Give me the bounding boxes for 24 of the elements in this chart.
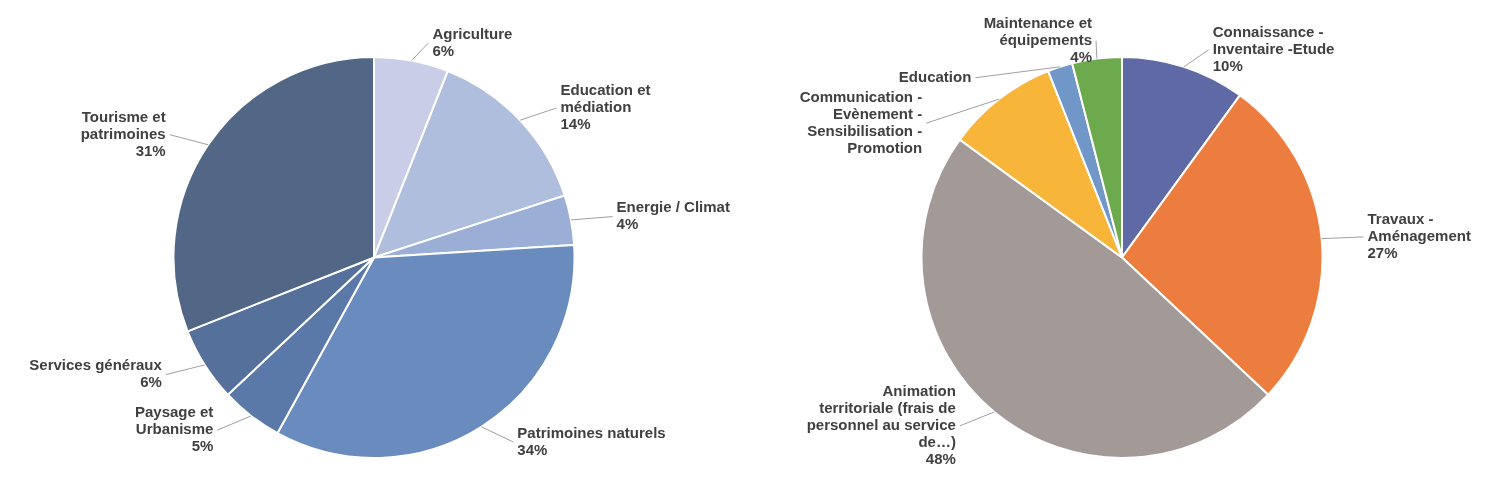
slice-label: Patrimoines naturels (517, 423, 666, 441)
slice-label: Education et médiation (560, 81, 651, 116)
slice-label: Education (898, 67, 972, 85)
slice-label: Paysage et Urbanisme (134, 403, 214, 438)
slice-label: Animation territoriale (frais de personnel au service de…) (806, 382, 956, 450)
slice-label: Services généraux (29, 356, 163, 374)
data-label: 48% (925, 450, 956, 467)
slice-label: Agriculture (432, 24, 513, 42)
slice-label: Tourisme et patrimoines (80, 107, 166, 142)
data-label: 10% (1212, 56, 1243, 74)
slice-label: Travaux - Aménagement (1367, 210, 1471, 245)
data-label: 4% (1070, 47, 1092, 65)
data-label: 27% (1367, 244, 1398, 262)
data-label: 31% (135, 141, 166, 159)
data-label: 34% (517, 440, 548, 458)
slice-label: Communication - Evènement - Sensibilisation - Promotion (799, 87, 923, 156)
data-label: 6% (140, 373, 162, 391)
data-label: 6% (432, 41, 455, 59)
data-label: 5% (191, 437, 214, 455)
slice-label: Energie / Climat (616, 198, 730, 216)
data-label: 14% (560, 115, 591, 133)
slice-label: Maintenance et équipements (983, 13, 1092, 48)
data-label: 4% (616, 215, 639, 233)
slice-label: Connaissance - Inventaire -Etude (1212, 22, 1335, 57)
